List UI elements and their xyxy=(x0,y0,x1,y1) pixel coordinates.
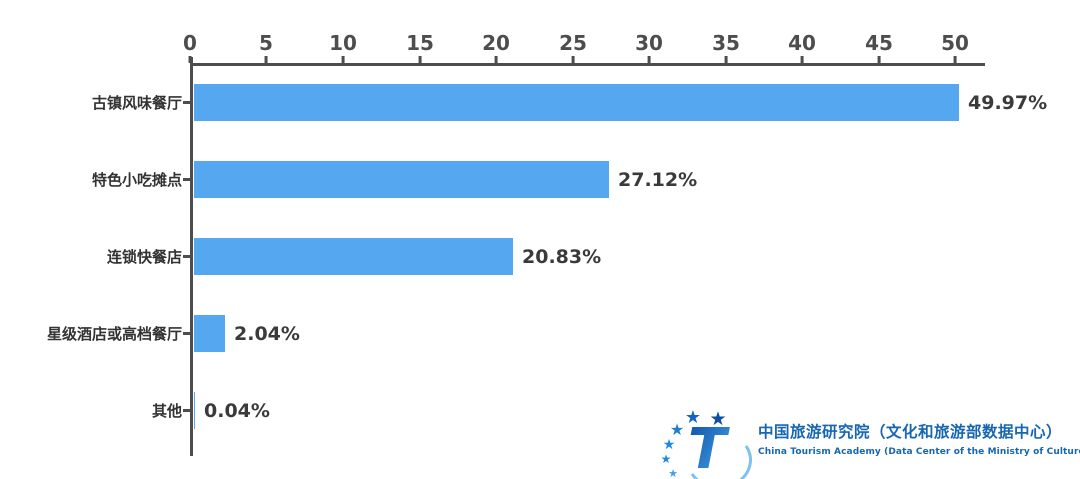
svg-text:★: ★ xyxy=(663,437,676,453)
x-axis-tick-label: 25 xyxy=(559,31,587,55)
x-axis-tick-label: 50 xyxy=(941,31,969,55)
value-label: 49.97% xyxy=(968,91,1048,114)
bar-row: 古镇风味餐厅 49.97% xyxy=(0,84,1080,121)
category-label: 古镇风味餐厅 xyxy=(91,94,182,112)
bar xyxy=(194,161,609,198)
y-axis-tick xyxy=(183,178,191,181)
svg-text:★: ★ xyxy=(685,407,701,428)
svg-text:T: T xyxy=(688,417,730,479)
bar xyxy=(194,392,195,429)
value-label: 27.12% xyxy=(618,168,698,191)
brand-title-zh: 中国旅游研究院（文化和旅游部数据中心） xyxy=(758,423,1063,441)
y-axis-tick xyxy=(183,255,191,258)
svg-text:★: ★ xyxy=(661,452,672,466)
x-axis-tick-label: 5 xyxy=(259,31,273,55)
category-label: 特色小吃摊点 xyxy=(91,171,182,189)
bar-row: 连锁快餐店 20.83% xyxy=(0,238,1080,275)
bar xyxy=(194,315,225,352)
value-label: 2.04% xyxy=(234,322,300,345)
x-axis-line xyxy=(190,63,985,66)
x-axis-tick-label: 20 xyxy=(482,31,510,55)
category-label: 其他 xyxy=(151,402,182,420)
bar xyxy=(194,84,959,121)
x-axis-tick-label: 40 xyxy=(788,31,816,55)
value-label: 20.83% xyxy=(522,245,602,268)
bar-row: 其他 0.04% xyxy=(0,392,1080,429)
x-axis-tick-label: 0 xyxy=(183,31,197,55)
svg-text:★: ★ xyxy=(670,420,684,439)
svg-text:★: ★ xyxy=(709,408,726,430)
bar-row: 特色小吃摊点 27.12% xyxy=(0,161,1080,198)
x-axis-tick-label: 35 xyxy=(712,31,740,55)
category-label: 连锁快餐店 xyxy=(106,248,182,266)
branding-footer: ★ ★ ★ ★ ★ ★ T 中国旅游研究院（文化和旅游部数据中心） China … xyxy=(660,404,1080,479)
category-label: 星级酒店或高档餐厅 xyxy=(46,325,182,343)
x-axis-tick-label: 45 xyxy=(865,31,893,55)
svg-text:★: ★ xyxy=(668,467,678,479)
x-axis-tick-label: 10 xyxy=(329,31,357,55)
y-axis-line xyxy=(190,57,193,456)
x-axis-tick-label: 15 xyxy=(406,31,434,55)
bar xyxy=(194,238,513,275)
brand-title-en: China Tourism Academy (Data Center of th… xyxy=(758,447,1080,457)
y-axis-tick xyxy=(183,332,191,335)
x-axis-tick-label: 30 xyxy=(635,31,663,55)
bar-row: 星级酒店或高档餐厅 2.04% xyxy=(0,315,1080,352)
china-tourism-academy-logo-icon: ★ ★ ★ ★ ★ ★ T xyxy=(661,407,752,479)
value-label: 0.04% xyxy=(204,399,270,422)
y-axis-tick xyxy=(183,101,191,104)
y-axis-tick xyxy=(183,409,191,412)
